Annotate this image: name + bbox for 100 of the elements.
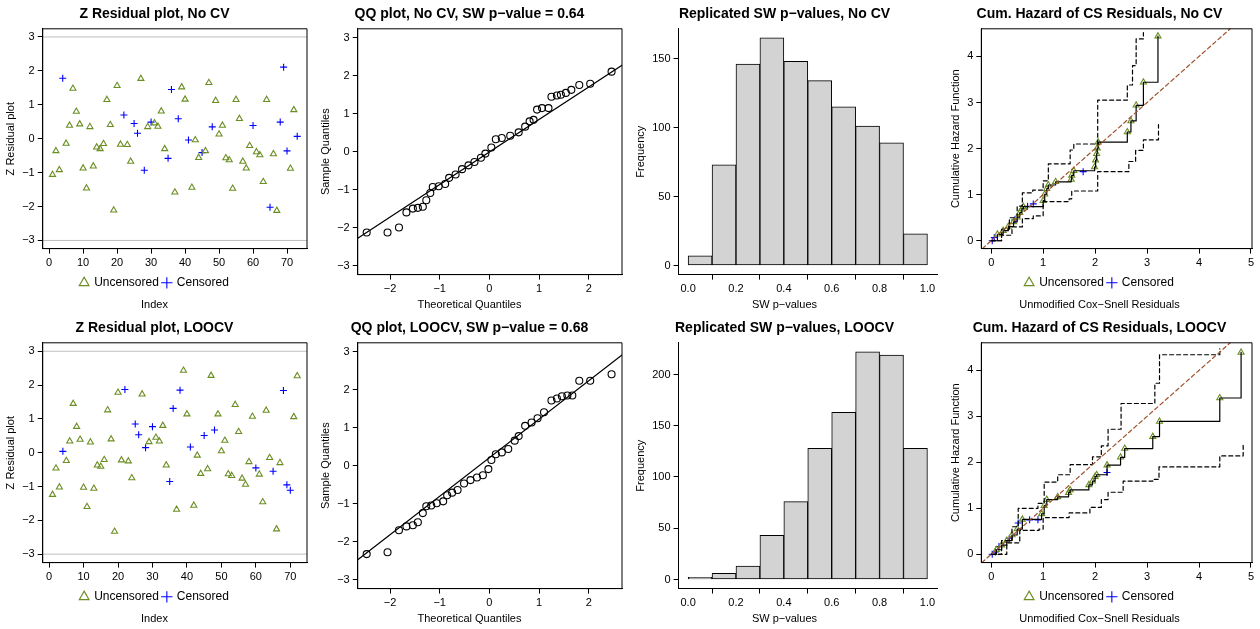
x-tick-label: 10 xyxy=(76,256,90,269)
chart-title: Cum. Hazard of CS Residuals, LOOCV xyxy=(972,319,1227,336)
x-tick-label: 5 xyxy=(1247,570,1255,583)
x-tick-label: 10 xyxy=(77,570,90,583)
y-tick-label: 3 xyxy=(967,95,974,108)
x-tick-label: 1 xyxy=(1040,570,1047,583)
x-tick-label: 60 xyxy=(249,570,262,583)
chart-title: QQ plot, No CV, SW p−value = 0.64 xyxy=(354,5,585,22)
x-tick-label: 40 xyxy=(178,256,192,269)
legend-label: Censored xyxy=(1121,589,1174,604)
y-tick-label: 50 xyxy=(658,189,671,202)
y-tick-label: −3 xyxy=(22,233,35,246)
x-tick-label: 0 xyxy=(988,570,995,583)
legend-label: Censored xyxy=(176,275,229,290)
chart-title: QQ plot, LOOCV, SW p−value = 0.68 xyxy=(350,319,589,336)
y-tick-label: 3 xyxy=(28,29,35,42)
y-tick-label: 3 xyxy=(967,409,974,422)
x-tick-label: 1 xyxy=(1040,256,1047,269)
x-tick-label: 0 xyxy=(486,596,493,609)
y-tick-label: 0 xyxy=(343,144,350,157)
y-tick-label: 2 xyxy=(967,141,974,154)
x-axis-title: Unmodified Cox−Snell Residuals xyxy=(1019,298,1181,311)
chart-title: Z Residual plot, LOOCV xyxy=(75,319,235,336)
x-tick-label: 5 xyxy=(1247,256,1255,269)
y-tick-label: 3 xyxy=(28,344,35,357)
x-tick-label: 0.8 xyxy=(871,282,888,295)
legend-label: Uncensored xyxy=(1039,275,1104,290)
x-tick-label: 3 xyxy=(1143,570,1151,583)
y-tick-label: 2 xyxy=(967,455,974,468)
x-tick-label: 0 xyxy=(46,256,53,269)
x-tick-label: 0.6 xyxy=(824,596,840,609)
x-axis-title: SW p−values xyxy=(751,612,818,625)
y-tick-label: −1 xyxy=(22,165,35,178)
y-tick-label: −3 xyxy=(22,547,35,560)
x-tick-label: 2 xyxy=(585,282,592,295)
y-tick-label: 150 xyxy=(652,418,671,431)
x-tick-label: 60 xyxy=(246,256,260,269)
y-tick-label: 2 xyxy=(343,382,350,395)
y-axis-title: Frequency xyxy=(633,125,646,178)
x-tick-label: 0.4 xyxy=(776,282,792,295)
x-tick-label: 4 xyxy=(1195,570,1203,583)
y-axis-title: Cumulative Hazard Function xyxy=(948,69,961,209)
chart-title: Z Residual plot, No CV xyxy=(79,5,231,22)
x-tick-label: 0 xyxy=(988,256,995,269)
x-axis-title: Index xyxy=(141,298,169,311)
legend-label: Censored xyxy=(176,589,229,604)
x-tick-label: 4 xyxy=(1195,256,1203,269)
y-tick-label: −2 xyxy=(337,534,350,547)
y-axis-title: Sample Quantiles xyxy=(318,421,331,510)
x-tick-label: 30 xyxy=(146,570,159,583)
y-tick-label: 100 xyxy=(652,120,671,133)
y-tick-label: 0 xyxy=(28,445,35,458)
y-tick-label: 150 xyxy=(652,51,671,64)
x-tick-label: 0.0 xyxy=(680,282,696,295)
x-tick-label: 50 xyxy=(215,570,228,583)
x-tick-label: 0 xyxy=(46,570,53,583)
x-tick-label: 3 xyxy=(1143,256,1151,269)
x-tick-label: 0.6 xyxy=(824,282,840,295)
x-tick-label: −1 xyxy=(433,596,446,609)
legend-label: Censored xyxy=(1121,275,1174,290)
x-axis-title: SW p−values xyxy=(751,298,818,311)
x-tick-label: 30 xyxy=(144,256,158,269)
legend-label: Uncensored xyxy=(94,589,159,604)
y-tick-label: −2 xyxy=(22,199,35,212)
x-tick-label: 50 xyxy=(212,256,226,269)
chart-title: Replicated SW p−values, No CV xyxy=(678,5,891,22)
y-tick-label: 0 xyxy=(967,233,974,246)
y-tick-label: 2 xyxy=(28,378,35,391)
y-tick-label: 200 xyxy=(652,367,671,380)
y-tick-label: 1 xyxy=(343,420,350,433)
y-tick-label: 1 xyxy=(343,106,350,119)
x-tick-label: 70 xyxy=(284,570,297,583)
x-tick-label: 1.0 xyxy=(919,596,936,609)
y-tick-label: 0 xyxy=(28,131,35,144)
x-tick-label: 0 xyxy=(486,282,493,295)
y-axis-title: Z Residual plot xyxy=(3,102,16,176)
y-tick-label: −1 xyxy=(22,479,35,492)
x-tick-label: 0.4 xyxy=(776,596,792,609)
chart-title: Cum. Hazard of CS Residuals, No CV xyxy=(976,5,1224,22)
x-tick-label: 2 xyxy=(1092,570,1099,583)
y-axis-title: Sample Quantiles xyxy=(318,107,331,196)
y-tick-label: 0 xyxy=(343,458,350,471)
y-tick-label: 3 xyxy=(343,30,350,43)
y-tick-label: −3 xyxy=(337,572,350,585)
y-tick-label: 1 xyxy=(967,187,974,200)
chart-title: Replicated SW p−values, LOOCV xyxy=(674,319,895,336)
y-tick-label: −1 xyxy=(337,496,350,509)
y-tick-label: 1 xyxy=(28,97,35,110)
y-axis-title: Z Residual plot xyxy=(3,416,16,490)
y-tick-label: 50 xyxy=(658,521,671,534)
y-tick-label: 1 xyxy=(967,501,974,514)
x-axis-title: Theoretical Quantiles xyxy=(417,612,522,625)
x-tick-label: 0.8 xyxy=(871,596,888,609)
y-tick-label: 4 xyxy=(967,363,974,376)
x-tick-label: 2 xyxy=(1092,256,1099,269)
legend-label: Uncensored xyxy=(1039,589,1104,604)
x-tick-label: 2 xyxy=(585,596,592,609)
x-tick-label: 1 xyxy=(535,282,543,295)
x-axis-title: Unmodified Cox−Snell Residuals xyxy=(1019,612,1181,625)
y-tick-label: −2 xyxy=(22,513,35,526)
